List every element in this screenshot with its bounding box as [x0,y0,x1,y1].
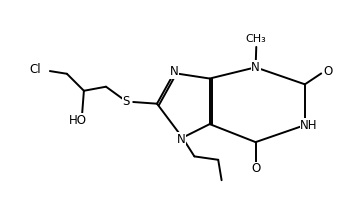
Text: N: N [251,61,260,74]
Text: O: O [323,65,333,78]
Text: O: O [251,162,260,175]
Text: N: N [177,133,185,146]
Text: NH: NH [300,119,318,132]
Text: CH₃: CH₃ [245,34,266,44]
Text: Cl: Cl [30,63,41,76]
Text: N: N [169,65,179,78]
Text: HO: HO [69,114,87,127]
Text: S: S [123,95,130,108]
